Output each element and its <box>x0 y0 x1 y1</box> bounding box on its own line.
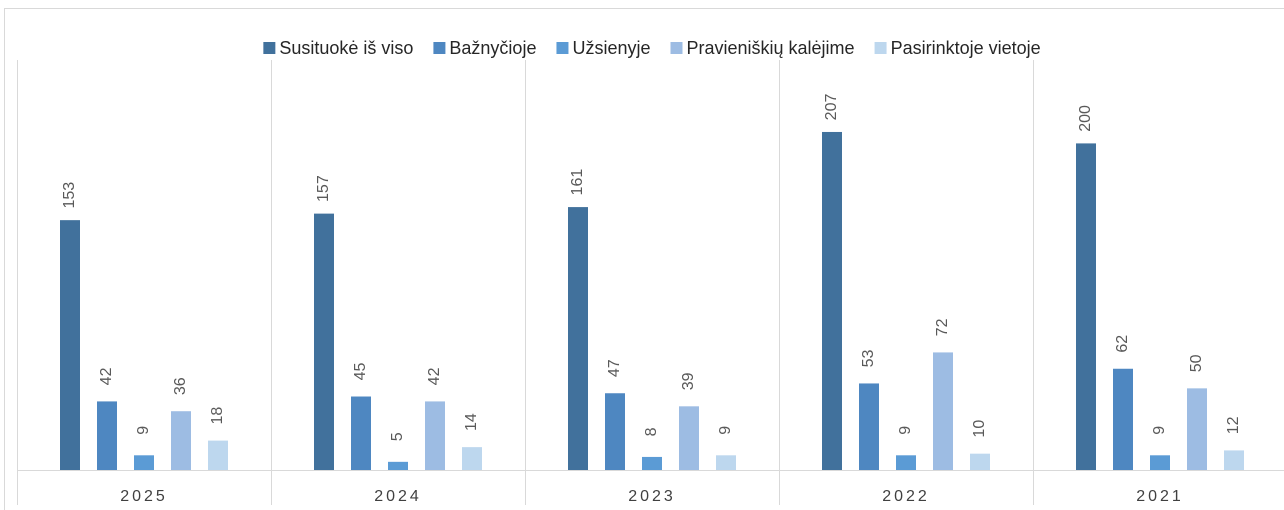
legend-swatch <box>263 42 276 54</box>
legend-label: Užsienyje <box>572 38 650 58</box>
bar <box>388 461 408 470</box>
legend-swatch <box>556 42 569 54</box>
data-label: 50 <box>1188 354 1205 372</box>
bar <box>1113 368 1133 470</box>
data-label: 9 <box>717 426 734 435</box>
data-label: 47 <box>606 359 623 377</box>
bar <box>568 207 588 470</box>
data-label: 45 <box>352 363 369 381</box>
legend-swatch <box>874 42 887 54</box>
bar <box>716 455 736 470</box>
data-label: 9 <box>135 426 152 435</box>
legend-swatch <box>670 42 683 54</box>
data-label: 207 <box>823 94 840 121</box>
data-label: 42 <box>426 367 443 385</box>
bar <box>351 396 371 470</box>
bar <box>642 456 662 470</box>
bar <box>134 455 154 470</box>
bar <box>462 447 482 470</box>
data-label: 18 <box>209 407 226 425</box>
data-label: 200 <box>1077 105 1094 132</box>
bar <box>171 411 191 470</box>
data-label: 9 <box>1151 426 1168 435</box>
data-label: 5 <box>389 432 406 441</box>
data-label: 157 <box>315 175 332 202</box>
bar <box>933 352 953 470</box>
x-tick-label: 2023 <box>628 488 676 505</box>
bar <box>1224 450 1244 470</box>
data-label: 14 <box>463 413 480 431</box>
x-tick-label: 2025 <box>120 488 168 505</box>
bar <box>208 440 228 470</box>
data-label: 10 <box>971 420 988 438</box>
bar <box>970 453 990 470</box>
bar <box>425 401 445 470</box>
bar <box>859 383 879 470</box>
bar <box>1076 143 1096 470</box>
data-label: 72 <box>934 318 951 336</box>
legend-label: Pasirinktoje vietoje <box>891 38 1041 58</box>
bar <box>314 213 334 470</box>
bar <box>679 406 699 470</box>
legend-label: Bažnyčioje <box>449 38 536 58</box>
data-label: 39 <box>680 372 697 390</box>
data-label: 62 <box>1114 335 1131 353</box>
bar <box>896 455 916 470</box>
data-label: 42 <box>98 367 115 385</box>
legend-swatch <box>433 42 446 54</box>
data-label: 9 <box>897 426 914 435</box>
bar <box>605 393 625 470</box>
bar <box>97 401 117 470</box>
chart-border <box>4 8 1284 510</box>
legend-label: Pravieniškių kalėjime <box>686 38 854 58</box>
data-label: 153 <box>61 182 78 209</box>
x-tick-label: 2022 <box>882 488 930 505</box>
data-label: 36 <box>172 377 189 395</box>
legend-label: Susituokė iš viso <box>279 38 413 58</box>
bar <box>1187 388 1207 470</box>
data-label: 8 <box>643 427 660 436</box>
bar <box>60 220 80 470</box>
data-label: 53 <box>860 349 877 367</box>
data-label: 161 <box>569 169 586 196</box>
bar <box>1150 455 1170 470</box>
data-label: 12 <box>1225 416 1242 434</box>
x-tick-label: 2021 <box>1136 488 1184 505</box>
x-tick-label: 2024 <box>374 488 422 505</box>
bar <box>822 131 842 470</box>
